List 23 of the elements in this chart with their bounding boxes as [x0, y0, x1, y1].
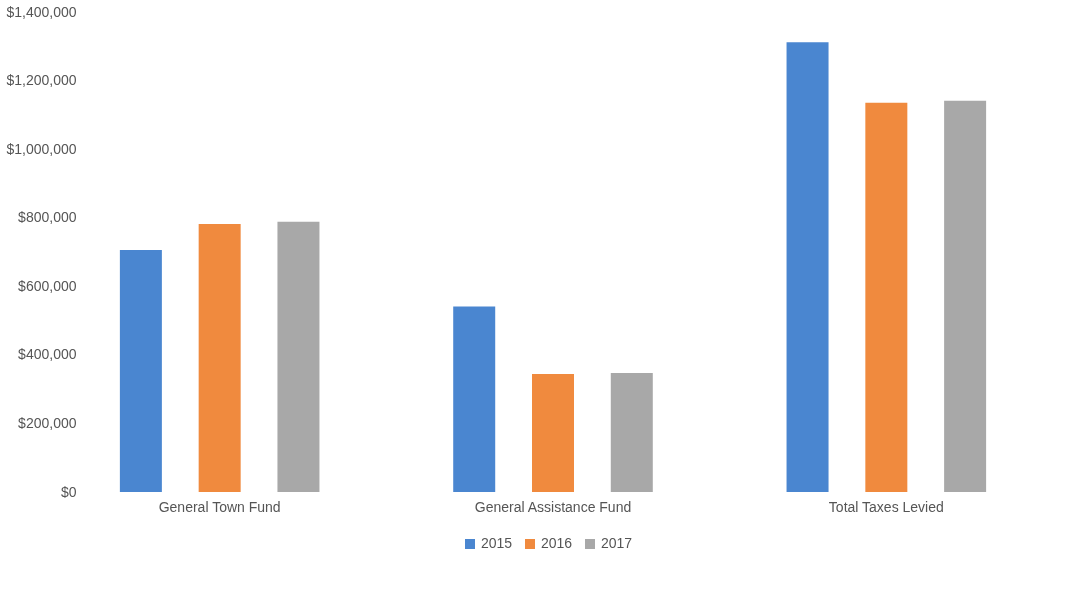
y-tick-label: $0 [60, 483, 77, 500]
bar [944, 100, 987, 492]
y-tick-label: $1,000,000 [6, 140, 77, 157]
y-tick-label: $200,000 [18, 414, 77, 431]
y-tick-label: $800,000 [18, 209, 77, 226]
y-tick-label: $600,000 [18, 277, 77, 294]
y-tick-label: $1,400,000 [6, 3, 77, 20]
x-tick-label: General Town Fund [158, 498, 281, 515]
legend-label: 2016 [541, 535, 573, 551]
bar [198, 223, 241, 492]
bar [277, 221, 320, 492]
legend-label: 2017 [601, 535, 633, 551]
bar [865, 102, 908, 492]
x-tick-label: General Assistance Fund [474, 498, 632, 515]
legend-label: 2015 [481, 535, 513, 551]
bar [119, 249, 162, 492]
bar [532, 374, 574, 492]
bar [610, 373, 653, 492]
y-tick-label: $400,000 [18, 346, 77, 363]
x-tick-label: Total Taxes Levied [828, 498, 944, 515]
bar [453, 306, 496, 492]
bar [786, 42, 829, 492]
y-tick-label: $1,200,000 [6, 72, 77, 89]
